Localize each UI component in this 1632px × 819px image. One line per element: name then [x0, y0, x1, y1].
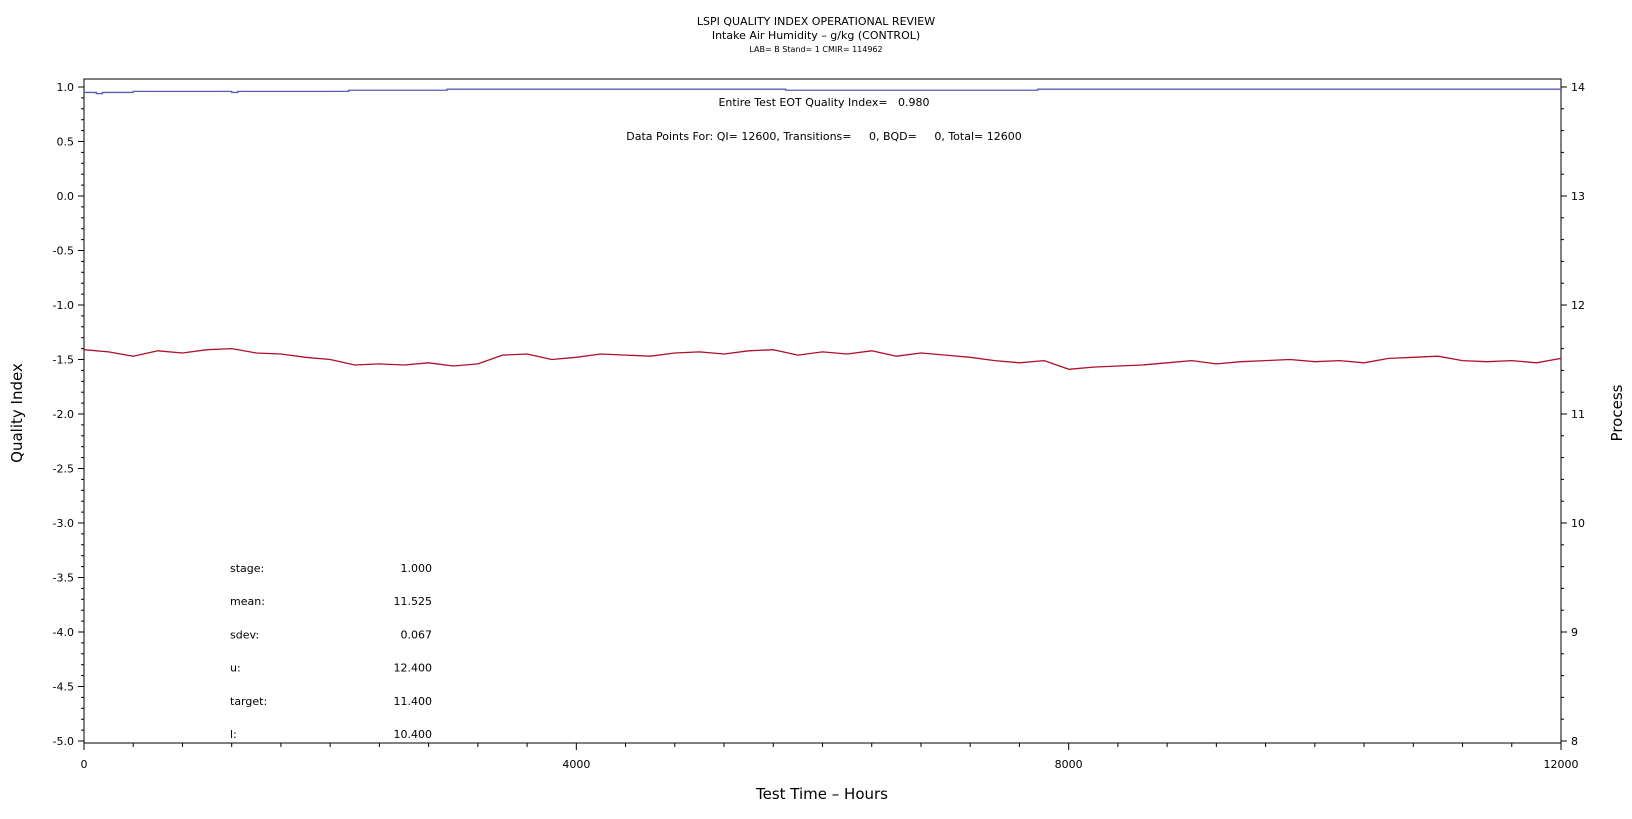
- chart-title: LSPI QUALITY INDEX OPERATIONAL REVIEW: [697, 15, 935, 28]
- stat-value: 10.400: [394, 728, 433, 741]
- y2-tick-label: 8: [1571, 735, 1578, 748]
- y2-tick-label: 10: [1571, 517, 1585, 530]
- y2-tick-label: 9: [1571, 626, 1578, 639]
- stat-value: 0.067: [401, 628, 433, 641]
- y-tick-label: -3.5: [53, 572, 74, 585]
- y-tick-label: -0.5: [53, 245, 74, 258]
- axis-ticks: 1.0 0.5 0.0 -0.5 -1.0 -1.5 -2.0 -2.5 -3.0 -3.5 -4.…: [53, 81, 1585, 771]
- y-tick-label: -1.5: [53, 354, 74, 367]
- y-tick-label: -4.5: [53, 681, 74, 694]
- chart-id-line: LAB= B Stand= 1 CMIR= 114962: [749, 45, 882, 54]
- stat-value: 11.525: [394, 595, 433, 608]
- stat-label: l:: [230, 728, 237, 741]
- x-tick-label: 12000: [1544, 758, 1579, 771]
- y-tick-label: -2.5: [53, 463, 74, 476]
- eot-quality-index-note: Entire Test EOT Quality Index= 0.980: [718, 96, 929, 109]
- y-tick-label: -3.0: [53, 517, 74, 530]
- plot-frame: [83, 78, 1562, 744]
- y2-tick-label: 14: [1571, 81, 1585, 94]
- y-tick-label: -5.0: [53, 735, 74, 748]
- y-axis-label: Quality Index: [8, 363, 26, 463]
- stat-value: 1.000: [401, 562, 433, 575]
- x-tick-label: 0: [81, 758, 88, 771]
- process-line: [83, 347, 1562, 370]
- y-tick-label: 1.0: [57, 81, 75, 94]
- y-tick-label: -2.0: [53, 408, 74, 421]
- y-tick-label: -1.0: [53, 299, 74, 312]
- stat-label: u:: [230, 662, 241, 675]
- y2-axis-label: Process: [1608, 384, 1626, 441]
- stat-label: target:: [230, 695, 267, 708]
- series-layer: [83, 88, 1562, 370]
- stat-label: stage:: [230, 562, 264, 575]
- stat-value: 12.400: [394, 662, 433, 675]
- y2-tick-label: 12: [1571, 299, 1585, 312]
- stat-label: mean:: [230, 595, 265, 608]
- stat-value: 11.400: [394, 695, 433, 708]
- y-tick-label: 0.5: [57, 136, 75, 149]
- quality-index-line: [84, 88, 1561, 95]
- y2-tick-label: 11: [1571, 408, 1585, 421]
- y-tick-label: 0.0: [57, 190, 75, 203]
- stat-label: sdev:: [230, 628, 259, 641]
- y-tick-label: -4.0: [53, 626, 74, 639]
- x-axis-label: Test Time – Hours: [755, 785, 888, 803]
- x-tick-label: 8000: [1055, 758, 1083, 771]
- y2-tick-label: 13: [1571, 190, 1585, 203]
- x-tick-label: 4000: [562, 758, 590, 771]
- chart-subtitle: Intake Air Humidity – g/kg (CONTROL): [712, 29, 920, 42]
- stats-block: stage: 1.000 mean: 11.525 sdev: 0.067 u: 12.400…: [230, 562, 432, 741]
- data-points-note: Data Points For: QI= 12600, Transitions=…: [626, 130, 1021, 143]
